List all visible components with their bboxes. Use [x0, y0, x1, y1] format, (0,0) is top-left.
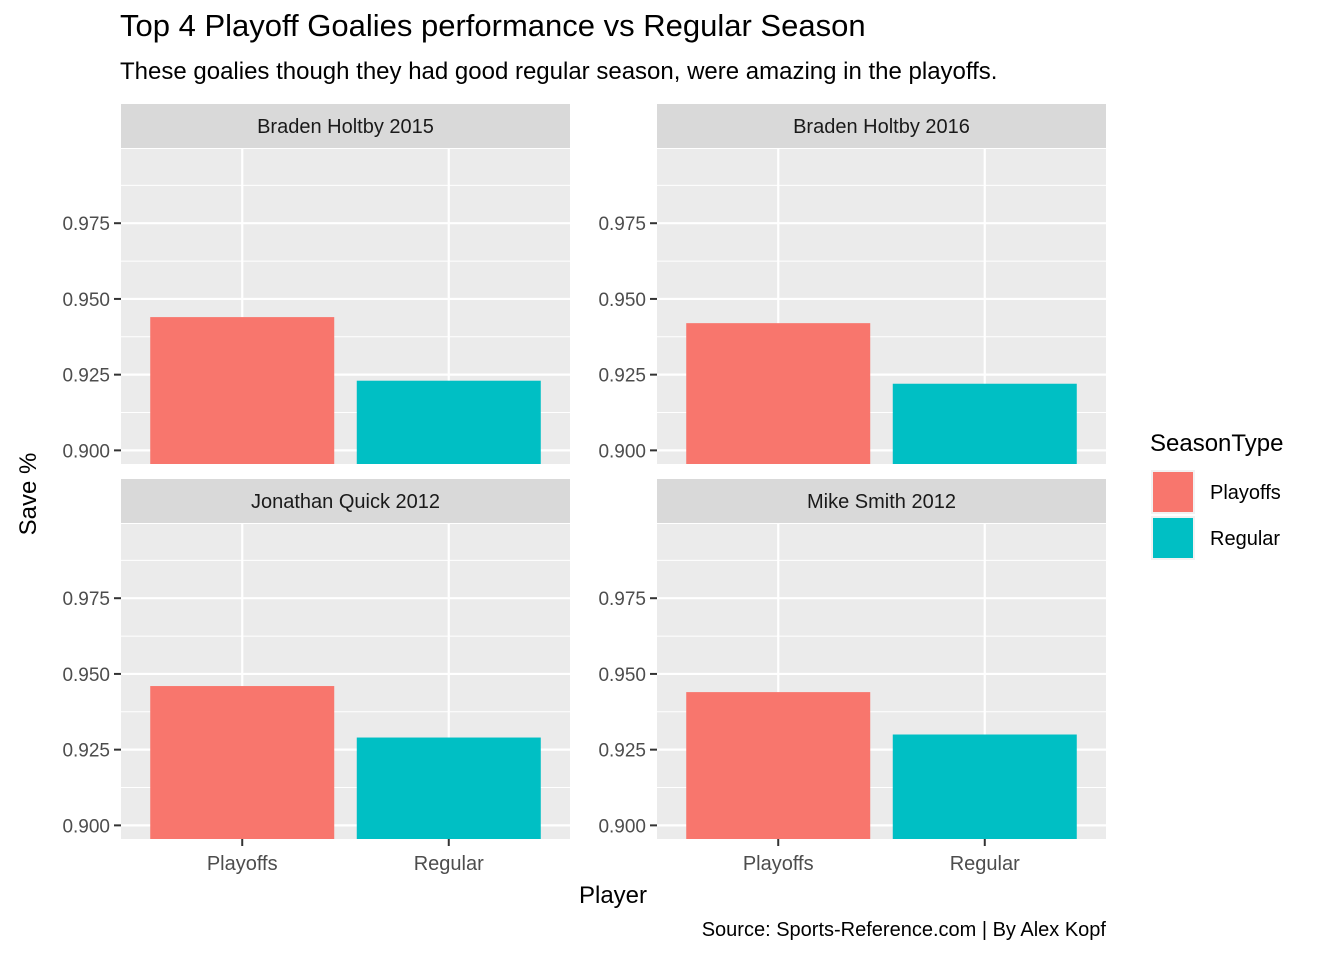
y-tick-label: 0.950 [62, 290, 110, 311]
bar-playoffs [150, 686, 335, 839]
legend-swatch-playoffs [1153, 472, 1193, 512]
y-tick-label: 0.925 [62, 366, 110, 387]
facet-strip [657, 104, 1106, 148]
y-tick-label: 0.950 [598, 290, 646, 311]
y-tick-label: 0.900 [62, 441, 110, 462]
y-tick-label: 0.925 [62, 741, 110, 762]
y-axis-title: Save % [15, 453, 42, 536]
facet-strip [121, 104, 570, 148]
facet-strip [657, 479, 1106, 523]
facet-strip [121, 479, 570, 523]
x-axis-title: Player [579, 882, 647, 909]
x-tick-label: Regular [414, 853, 484, 875]
y-tick-label: 0.950 [62, 665, 110, 686]
y-tick-label: 0.975 [62, 214, 110, 235]
y-tick-label: 0.925 [598, 366, 646, 387]
bar-regular [892, 383, 1077, 464]
facet-label: Mike Smith 2012 [807, 491, 956, 513]
y-tick-label: 0.900 [598, 816, 646, 837]
chart-title: Top 4 Playoff Goalies performance vs Reg… [120, 8, 866, 43]
legend-label: Regular [1210, 528, 1280, 550]
x-tick-label: Playoffs [207, 853, 278, 875]
bar-playoffs [686, 323, 871, 464]
facet-label: Braden Holtby 2015 [257, 116, 434, 138]
bar-playoffs [686, 692, 871, 839]
y-tick-label: 0.950 [598, 665, 646, 686]
legend-title: SeasonType [1150, 430, 1283, 457]
y-tick-label: 0.900 [62, 816, 110, 837]
y-tick-label: 0.925 [598, 741, 646, 762]
chart-subtitle: These goalies though they had good regul… [120, 58, 998, 85]
bar-regular [892, 734, 1077, 839]
legend-label: Playoffs [1210, 482, 1281, 504]
bar-regular [356, 737, 541, 839]
bar-regular [356, 380, 541, 464]
y-tick-label: 0.975 [62, 589, 110, 610]
chart-caption: Source: Sports-Reference.com | By Alex K… [701, 919, 1106, 941]
facet-label: Jonathan Quick 2012 [251, 491, 440, 513]
y-tick-label: 0.900 [598, 441, 646, 462]
x-tick-label: Regular [950, 853, 1020, 875]
facet-label: Braden Holtby 2016 [793, 116, 970, 138]
x-tick-label: Playoffs [743, 853, 814, 875]
y-tick-label: 0.975 [598, 214, 646, 235]
bar-playoffs [150, 317, 335, 464]
legend-swatch-regular [1153, 518, 1193, 558]
y-tick-label: 0.975 [598, 589, 646, 610]
